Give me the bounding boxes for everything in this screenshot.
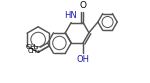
Text: O: O	[80, 1, 87, 10]
Text: HN: HN	[64, 11, 77, 20]
Text: CH₃: CH₃	[26, 44, 39, 50]
Text: CH₃: CH₃	[27, 48, 40, 54]
Text: OH: OH	[76, 55, 90, 64]
